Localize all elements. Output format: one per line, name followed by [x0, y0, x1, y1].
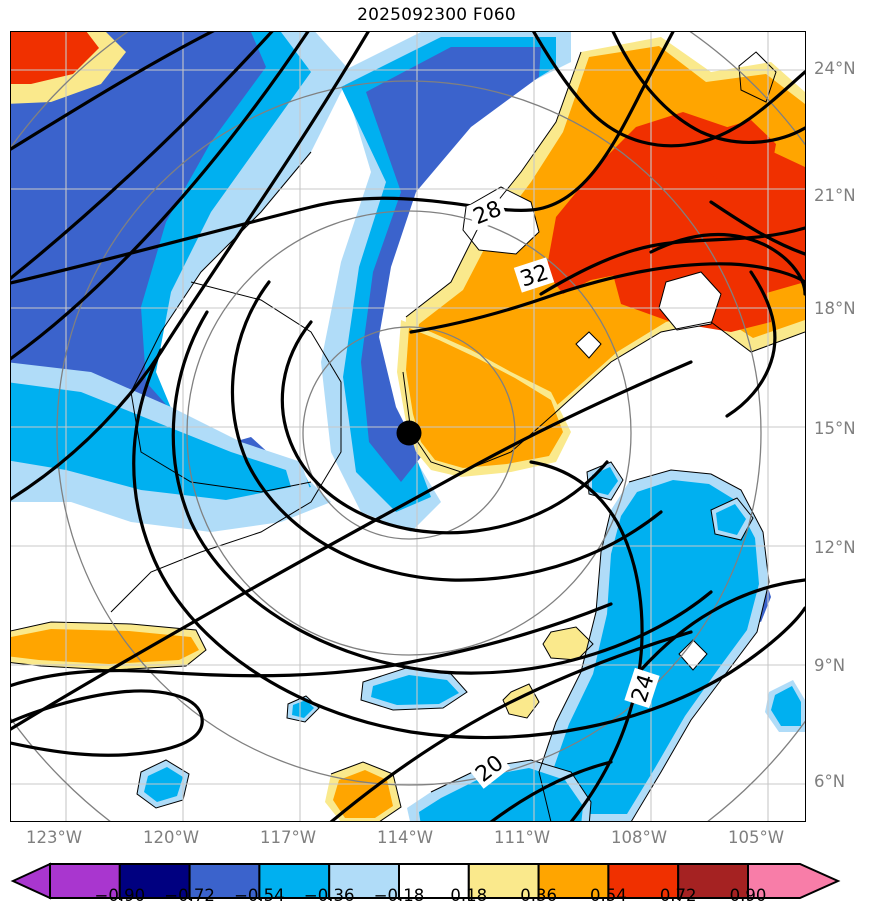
fill-patch-skyblue-ne-small-core: [592, 467, 618, 495]
colorbar-extend-max: [747, 863, 841, 899]
contour-20b: [329, 630, 693, 821]
contour-top-2: [611, 32, 805, 144]
contour-sw-closed2: [11, 689, 204, 757]
lat-tick-24n: 24°N: [814, 59, 856, 78]
contour-24: [529, 460, 644, 821]
lat-tick-9n: 9°N: [814, 656, 846, 675]
colorbar-tick-label-4: −0.18: [373, 886, 425, 905]
colorbar-seg-7: [537, 863, 610, 899]
lon-tick-123w: 123°W: [25, 828, 83, 847]
fill-patch-skyblue-mid1-core: [371, 675, 459, 705]
colorbar-seg-3: [258, 863, 331, 899]
lon-tick-108w: 108°W: [610, 828, 668, 847]
contour-bottom-right: [489, 760, 613, 821]
colorbar-seg-6: [467, 863, 540, 899]
contour-top-1: [532, 32, 805, 148]
contour-32: [409, 262, 805, 334]
colorbar-tick-label-6: 0.36: [520, 886, 557, 905]
contour-line-nw-2: [11, 32, 274, 281]
fill-patch-yellow-c1: [543, 627, 593, 660]
colorbar-ticks: [119, 898, 749, 900]
fill-patch-orange-bl: [333, 770, 393, 818]
page-title: 2025092300 F060: [357, 5, 516, 25]
colorbar-seg-9: [677, 863, 750, 899]
contour-line-nw-3: [11, 32, 310, 361]
fill-region-skyblue-se: [553, 480, 759, 814]
fill-tongue-skyblue-midleft: [11, 382, 291, 500]
fill-bar-orange-sw: [11, 629, 199, 664]
lat-tick-12n: 12°N: [814, 538, 856, 557]
contour-spiral-outer: [132, 348, 805, 740]
colorbar[interactable]: −0.90 −0.72 −0.54 −0.36 −0.18 0.18 0.36 …: [0, 860, 873, 924]
colorbar-tick-label-9: 0.90: [729, 886, 767, 905]
lon-tick-111w: 111°W: [493, 828, 551, 847]
contour-spiral-inner: [230, 280, 663, 582]
fill-patch-skyblue-se2-core: [771, 686, 801, 726]
fill-band-neg054-neg072-b: [361, 47, 541, 482]
contour-sw-closed: [11, 602, 613, 688]
shaded-anomaly-field: [11, 32, 805, 821]
contour-line-nw-4: [11, 32, 370, 501]
contour-spiral-mid: [171, 310, 713, 675]
fill-patch-skyblue-mid2-core: [292, 700, 314, 718]
lat-tick-15n: 15°N: [814, 419, 856, 438]
range-ring-inner: [302, 326, 516, 540]
colorbar-extend-min: [10, 862, 51, 900]
fill-patch-skyblue-e-core: [716, 504, 746, 535]
fill-patch-orangered-tl: [11, 32, 99, 84]
colorbar-tick-label-7: 0.54: [590, 886, 627, 905]
lon-tick-105w: 105°W: [727, 828, 785, 847]
fill-hole-white-ne2: [659, 272, 721, 330]
range-ring-mid: [186, 210, 632, 656]
contour-line-nw-1: [11, 32, 215, 151]
lat-tick-18n: 18°N: [814, 299, 856, 318]
lat-tick-21n: 21°N: [814, 186, 856, 205]
colorbar-seg-5: [398, 863, 470, 899]
lon-tick-120w: 120°W: [142, 828, 200, 847]
colorbar-tick-label-8: 0.72: [659, 886, 697, 905]
contour-24b: [637, 578, 805, 674]
contour-32b: [539, 226, 805, 296]
contour-spiral-eye: [280, 320, 609, 535]
lon-tick-117w: 117°W: [259, 828, 317, 847]
range-ring-outer: [56, 80, 762, 786]
colorbar-seg-4: [328, 863, 401, 899]
lon-tick-114w: 114°W: [376, 828, 434, 847]
map-canvas: 28 32 24 20: [11, 32, 805, 821]
colorbar-tick-label-0: −0.90: [94, 886, 146, 905]
colorbar-tick-label-3: −0.36: [303, 886, 355, 905]
colorbar-canvas: [10, 862, 841, 900]
contour-e-loop: [725, 270, 777, 418]
colorbar-tick-label-5: 0.18: [450, 886, 488, 905]
fill-region-skyblue-bottom: [419, 768, 583, 821]
contour-top-3: [709, 200, 805, 256]
fill-lobe-orange-center-fill: [406, 328, 563, 468]
contour-label-group: 28 32 24 20: [466, 193, 660, 789]
storm-center-marker[interactable]: [396, 420, 422, 446]
colorbar-tick-label-1: −0.72: [164, 886, 215, 905]
colorbar-seg-8: [607, 863, 680, 899]
range-rings: [11, 32, 805, 821]
lat-tick-6n: 6°N: [814, 772, 846, 791]
map-plot-area[interactable]: 28 32 24 20: [10, 31, 806, 822]
colorbar-tick-label-2: −0.54: [234, 886, 285, 905]
contour-ne-loop: [649, 232, 805, 296]
